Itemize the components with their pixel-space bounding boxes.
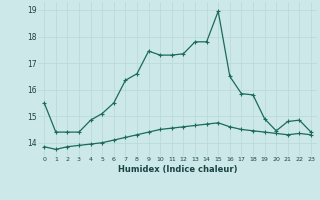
X-axis label: Humidex (Indice chaleur): Humidex (Indice chaleur): [118, 165, 237, 174]
